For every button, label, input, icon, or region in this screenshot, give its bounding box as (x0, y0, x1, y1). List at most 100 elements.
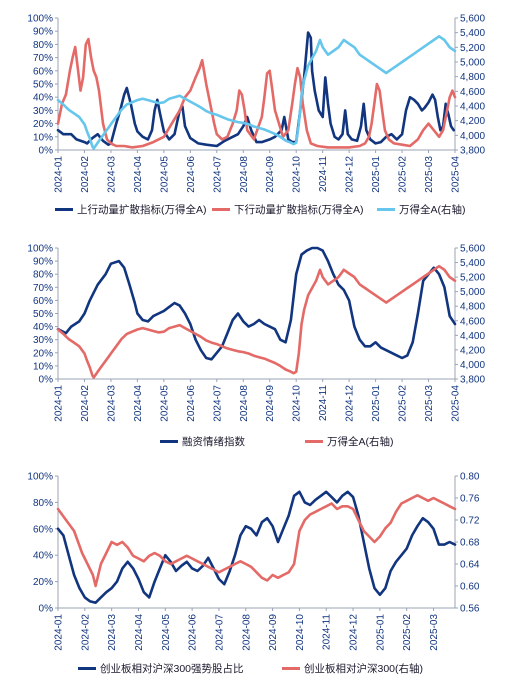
y-left-tick-label: 100% (27, 244, 53, 255)
legend-label-2: 万得全A(右轴) (399, 203, 466, 216)
y-left-tick-label: 80% (33, 270, 53, 281)
y-right-tick-label: 5,200 (460, 43, 485, 54)
y-left-tick-label: 10% (33, 132, 53, 143)
x-tick-label: 2025-04 (451, 156, 462, 193)
x-tick-label: 2024-10 (295, 614, 306, 651)
x-tick-label: 2025-02 (398, 156, 409, 193)
y-left-tick-label: 100% (27, 472, 53, 483)
y-right-tick-label: 5,600 (460, 244, 485, 255)
x-tick-label: 2024-11 (318, 385, 329, 421)
x-tick-label: 2025-02 (402, 614, 413, 651)
y-left-tick-label: 60% (33, 66, 53, 77)
series-line-0 (56, 31, 455, 148)
x-tick-label: 2025-01 (371, 156, 382, 193)
x-tick-label: 2024-04 (133, 385, 144, 422)
x-tick-label: 2025-02 (398, 385, 409, 422)
y-right-tick-label: 5,000 (460, 58, 485, 69)
y-right-tick-label: 4,600 (460, 87, 485, 98)
x-tick-label: 2024-08 (239, 156, 250, 193)
y-left-tick-label: 0% (39, 146, 54, 157)
x-tick-label: 2024-09 (265, 385, 276, 422)
y-right-tick-label: 4,000 (460, 360, 485, 371)
y-left-tick-label: 60% (33, 524, 53, 535)
y-left-tick-label: 0% (39, 375, 54, 386)
y-right-tick-label: 5,000 (460, 287, 485, 298)
y-right-tick-label: 0.68 (460, 538, 480, 549)
legend-label-0: 融资情绪指数 (182, 435, 245, 448)
y-right-tick-label: 4,600 (460, 316, 485, 327)
x-tick-label: 2024-04 (134, 614, 145, 651)
chart-top-momentum: 0% 10% 20% 30% 40% 50% 60% 70% 80% 90% 100% 3,800 4,… (27, 14, 485, 217)
chart-middle-margin-sentiment: 0% 10% 20% 30% 40% 50% 60% 70% 80% 90% 100% 3,800 4,… (27, 244, 485, 449)
y-left-tick-label: 90% (33, 257, 53, 268)
x-tick-label: 2025-01 (371, 385, 382, 422)
x-tick-label: 2024-10 (292, 156, 303, 193)
y-right-tick-label: 5,600 (460, 14, 485, 25)
x-tick-label: 2024-03 (107, 614, 118, 651)
x-tick-label: 2024-07 (212, 156, 223, 193)
y-left-tick-label: 70% (33, 53, 53, 64)
y-left-tick-label: 20% (33, 577, 53, 588)
legend-label-1: 下行动量扩散指标(万得全A) (234, 203, 364, 216)
y-left-tick-label: 0% (39, 604, 54, 615)
y-right-tick-label: 4,800 (460, 302, 485, 313)
x-tick-label: 2024-05 (161, 614, 172, 651)
y-right-tick-label: 5,200 (460, 273, 485, 284)
x-tick-label: 2024-04 (133, 156, 144, 193)
series-line-1 (56, 494, 457, 588)
y-left-tick-label: 80% (33, 40, 53, 51)
y-right-tick-label: 4,000 (460, 131, 485, 142)
y-left-tick-label: 50% (33, 80, 53, 91)
x-tick-label: 2024-06 (188, 614, 199, 651)
y-left-tick-label: 40% (33, 93, 53, 104)
y-left-tick-label: 80% (33, 498, 53, 509)
y-left-tick-label: 70% (33, 283, 53, 294)
x-tick-label: 2024-12 (345, 385, 356, 422)
x-tick-label: 2024-08 (241, 614, 252, 651)
y-right-tick-label: 5,400 (460, 28, 485, 39)
x-tick-label: 2024-05 (159, 385, 170, 422)
y-right-tick-label: 0.60 (460, 582, 480, 593)
x-tick-label: 2024-12 (345, 156, 356, 193)
x-tick-label: 2024-12 (349, 614, 360, 651)
x-tick-label: 2024-02 (80, 385, 91, 422)
y-right-tick-label: 0.80 (460, 472, 480, 483)
x-tick-label: 2024-07 (214, 614, 225, 651)
y-left-tick-label: 20% (33, 119, 53, 130)
legend-label-0: 创业板相对沪深300强势股占比 (100, 662, 244, 675)
x-tick-label: 2025-03 (424, 156, 435, 193)
y-right-tick-label: 0.56 (460, 604, 480, 615)
x-tick-label: 2025-04 (451, 385, 462, 422)
y-left-tick-label: 20% (33, 348, 53, 359)
y-right-tick-label: 4,200 (460, 116, 485, 127)
y-right-tick-label: 0.64 (460, 560, 480, 571)
x-tick-label: 2024-09 (265, 156, 276, 193)
y-left-tick-label: 90% (33, 27, 53, 38)
x-tick-label: 2024-05 (159, 156, 170, 193)
y-right-tick-label: 3,800 (460, 375, 485, 386)
x-tick-label: 2024-06 (186, 156, 197, 193)
y-right-tick-label: 0.76 (460, 494, 480, 505)
x-tick-label: 2024-02 (80, 156, 91, 193)
x-tick-label: 2024-09 (268, 614, 279, 651)
y-left-tick-label: 50% (33, 309, 53, 320)
y-left-tick-label: 60% (33, 296, 53, 307)
x-tick-label: 2024-11 (322, 614, 333, 650)
y-right-tick-label: 0.72 (460, 516, 480, 527)
x-tick-label: 2025-01 (375, 614, 386, 651)
y-left-tick-label: 30% (33, 106, 53, 117)
x-tick-label: 2024-03 (106, 385, 117, 422)
y-left-tick-label: 30% (33, 335, 53, 346)
series-line-1 (56, 37, 457, 149)
x-tick-label: 2024-08 (239, 385, 250, 422)
x-tick-label: 2024-10 (292, 385, 303, 422)
legend-label-1: 万得全A(右轴) (327, 435, 394, 448)
x-tick-label: 2024-03 (106, 156, 117, 193)
y-left-tick-label: 100% (27, 14, 53, 25)
y-left-tick-label: 40% (33, 551, 53, 562)
y-right-tick-label: 4,400 (460, 102, 485, 113)
series-line-0 (56, 490, 457, 604)
x-tick-label: 2024-11 (318, 156, 329, 192)
series-line-2 (56, 35, 457, 150)
